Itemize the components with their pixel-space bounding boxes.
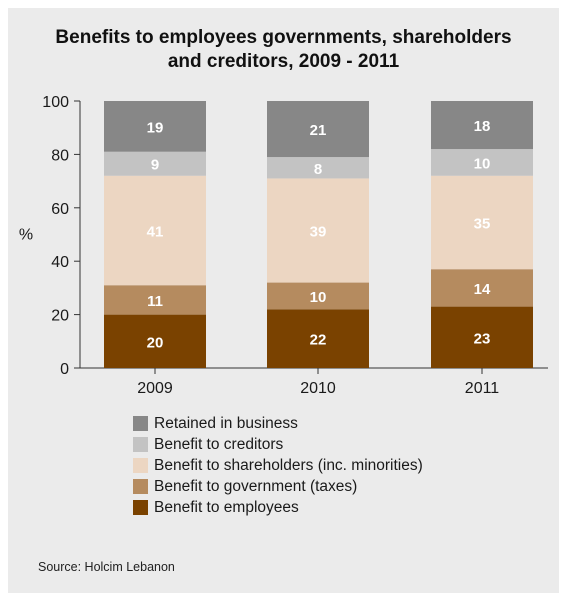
legend-swatch [133, 500, 148, 515]
y-tick-label: 20 [51, 308, 69, 325]
legend-label: Benefit to shareholders (inc. minorities… [154, 456, 423, 474]
data-label: 11 [147, 293, 163, 310]
source-note: Source: Holcim Lebanon [38, 560, 175, 574]
data-label: 14 [474, 281, 491, 298]
legend-item: Benefit to shareholders (inc. minorities… [133, 455, 423, 476]
legend-label: Benefit to government (taxes) [154, 477, 358, 495]
data-label: 39 [310, 223, 327, 240]
legend-swatch [133, 437, 148, 452]
y-tick-label: 0 [60, 361, 69, 378]
data-label: 18 [474, 118, 491, 135]
x-tick-label: 2011 [465, 380, 500, 397]
y-tick-label: 40 [51, 254, 69, 271]
data-label: 20 [147, 334, 164, 351]
data-label: 19 [147, 119, 164, 136]
legend-swatch [133, 416, 148, 431]
chart-title-line-1: Benefits to employees governments, share… [55, 27, 512, 48]
bar-segment [104, 101, 206, 152]
x-tick-label: 2009 [137, 380, 173, 397]
legend-swatch [133, 479, 148, 494]
data-label: 21 [310, 122, 327, 139]
y-axis-label: % [19, 227, 33, 244]
chart-title: Benefits to employees governments, share… [0, 26, 567, 74]
bar-segment [267, 101, 369, 158]
bar-segment [267, 309, 369, 368]
data-label: 10 [310, 289, 327, 306]
data-label: 23 [474, 330, 491, 347]
legend-swatch [133, 458, 148, 473]
data-label: 10 [474, 155, 491, 172]
legend-item: Benefit to government (taxes) [133, 476, 423, 497]
data-label: 35 [474, 215, 491, 232]
y-tick-label: 100 [42, 94, 69, 111]
bar-segment [104, 314, 206, 368]
bar-segment [431, 149, 533, 176]
legend-item: Benefit to creditors [133, 434, 423, 455]
data-label: 41 [147, 223, 164, 240]
bar-segment [431, 175, 533, 270]
bar-segment [267, 178, 369, 283]
bar-segment [267, 157, 369, 179]
legend-label: Benefit to employees [154, 498, 299, 516]
bar-segment [431, 101, 533, 150]
chart-legend: Retained in business Benefit to creditors… [133, 413, 423, 518]
bar-segment [431, 306, 533, 368]
y-tick-label: 80 [51, 147, 69, 164]
stacked-bar-chart: 020406080100%201141919200922103982120102… [19, 94, 548, 397]
bar-segment [104, 151, 206, 176]
data-label: 8 [314, 161, 322, 178]
legend-label: Benefit to creditors [154, 435, 284, 453]
bar-segment [431, 269, 533, 307]
chart-title-line-2: and creditors, 2009 - 2011 [167, 51, 400, 72]
legend-label: Retained in business [154, 414, 298, 432]
bar-segment [104, 175, 206, 286]
x-tick-label: 2010 [300, 380, 336, 397]
bar-segment [104, 285, 206, 315]
data-label: 9 [151, 157, 159, 174]
legend-item: Benefit to employees [133, 497, 423, 518]
legend-item: Retained in business [133, 413, 423, 434]
y-tick-label: 60 [51, 201, 69, 218]
data-label: 22 [310, 332, 327, 349]
bar-segment [267, 282, 369, 310]
